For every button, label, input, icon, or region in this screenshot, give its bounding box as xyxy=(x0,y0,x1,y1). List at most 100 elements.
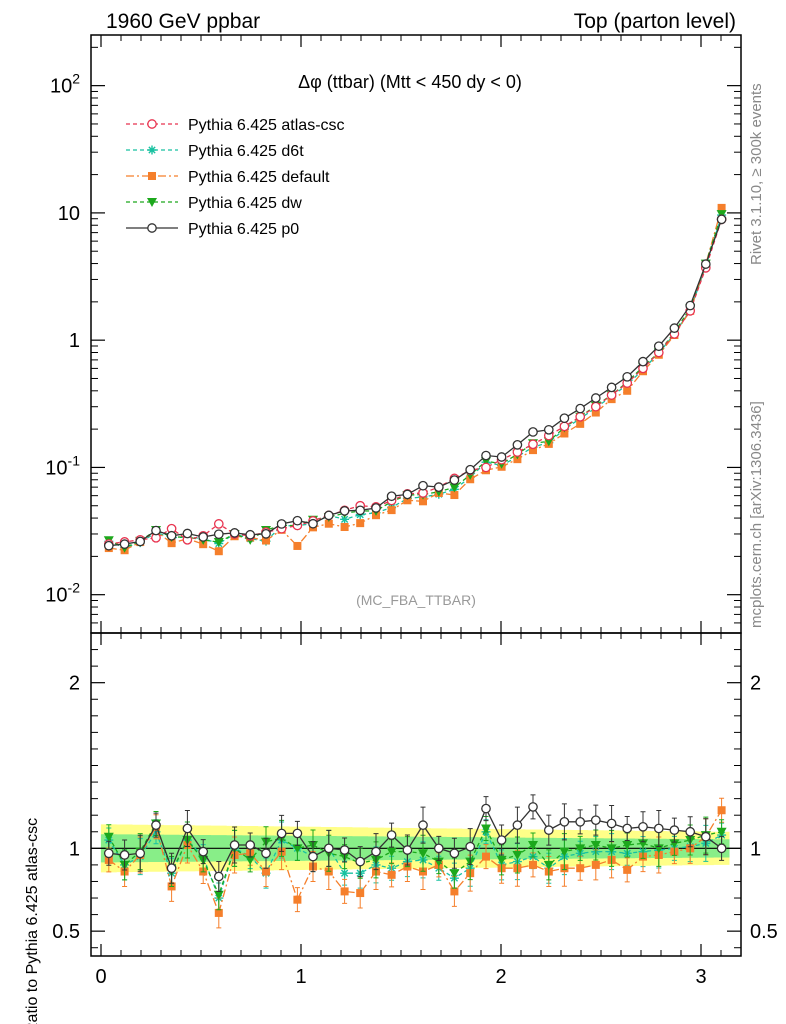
ratio-point-p0 xyxy=(700,831,711,842)
ratio-point-p0 xyxy=(449,848,460,859)
ratio-point-dw xyxy=(103,832,114,842)
main-line-d6t xyxy=(108,214,723,549)
ratio-point-dw xyxy=(606,844,617,854)
main-point-default xyxy=(324,519,333,528)
ratio-point-p0 xyxy=(433,843,444,854)
series-dw xyxy=(103,210,727,911)
ratio-tick-label-left: 0.5 xyxy=(52,921,80,943)
legend-label-dw: Pythia 6.425 dw xyxy=(188,195,302,212)
ratio-point-p0 xyxy=(308,851,318,862)
ratio-point-dw xyxy=(481,824,491,834)
legend-marker-d6t xyxy=(147,145,157,155)
legend-marker-default xyxy=(148,172,156,180)
ratio-tick-label-right: 1 xyxy=(750,838,761,860)
ratio-point-default xyxy=(293,895,302,904)
x-tick-label: 2 xyxy=(495,966,506,988)
ratio-point-dw xyxy=(245,855,256,865)
main-point-atlas-csc xyxy=(481,462,491,473)
main-point-atlas-csc xyxy=(590,401,601,412)
main-point-p0 xyxy=(229,528,240,538)
main-point-p0 xyxy=(590,393,601,403)
main-point-default xyxy=(529,446,537,455)
ratio-point-default xyxy=(214,908,223,917)
legend-marker-dw xyxy=(147,198,157,207)
ratio-point-p0 xyxy=(339,845,350,855)
ratio-point-p0 xyxy=(465,841,476,852)
main-point-p0 xyxy=(103,540,114,551)
ratio-point-p0 xyxy=(213,871,224,882)
source-label: mcplots.cern.ch [arXiv:1306.3436] xyxy=(748,401,765,628)
main-point-p0 xyxy=(638,356,648,367)
ratio-point-p0 xyxy=(119,850,130,860)
legend-label-default: Pythia 6.425 default xyxy=(188,169,330,186)
ratio-line-p0 xyxy=(108,805,722,878)
rivet-version-label: Rivet 3.1.10, ≥ 300k events xyxy=(748,83,765,265)
ratio-point-p0 xyxy=(166,863,177,874)
y-tick-label: 102 xyxy=(50,71,80,98)
main-point-default xyxy=(214,547,223,556)
ratio-point-p0 xyxy=(528,802,538,812)
main-point-p0 xyxy=(308,518,318,529)
ratio-tick-label-left: 1 xyxy=(69,838,80,860)
ratio-point-default xyxy=(529,860,537,869)
ratio-point-default xyxy=(717,806,726,815)
main-point-atlas-csc xyxy=(559,421,570,432)
analysis-watermark: (MC_FBA_TTBAR) xyxy=(356,592,476,608)
main-point-default xyxy=(560,429,569,438)
main-point-p0 xyxy=(292,515,303,526)
ratio-point-p0 xyxy=(151,820,161,830)
ratio-tick-label-right: 2 xyxy=(750,673,761,695)
ratio-point-p0 xyxy=(323,843,334,854)
series-d6t xyxy=(104,210,727,914)
ratio-line-d6t xyxy=(108,830,722,900)
ratio-y-axis-label: Ratio to Pythia 6.425 atlas-csc xyxy=(24,818,41,1024)
main-point-d6t xyxy=(340,514,350,524)
main-point-default xyxy=(167,539,176,548)
main-point-p0 xyxy=(528,427,538,437)
y-tick-label: 10-1 xyxy=(45,452,80,479)
ratio-point-dw xyxy=(528,841,538,851)
ratio-point-p0 xyxy=(559,816,570,827)
main-point-default xyxy=(419,497,427,506)
ratio-point-default xyxy=(387,870,396,879)
ratio-point-dw xyxy=(543,860,554,870)
ratio-point-p0 xyxy=(606,818,617,829)
main-point-p0 xyxy=(198,532,209,542)
ratio-point-default xyxy=(340,887,349,896)
main-point-p0 xyxy=(339,506,350,516)
ratio-point-p0 xyxy=(543,825,554,835)
main-point-p0 xyxy=(669,323,680,333)
main-point-p0 xyxy=(716,214,727,225)
ratio-point-p0 xyxy=(261,848,271,859)
main-point-atlas-csc xyxy=(575,411,586,422)
ratio-point-p0 xyxy=(575,816,586,827)
legend-label-p0: Pythia 6.425 p0 xyxy=(188,221,299,238)
y-tick-label: 10 xyxy=(58,203,80,225)
legend-label-d6t: Pythia 6.425 d6t xyxy=(188,143,304,160)
ratio-point-p0 xyxy=(103,848,114,859)
main-point-p0 xyxy=(481,450,491,461)
ratio-point-dw xyxy=(386,847,397,857)
x-tick-label: 3 xyxy=(695,966,706,988)
main-point-default xyxy=(623,386,632,395)
ratio-point-dw xyxy=(716,827,727,837)
ratio-point-p0 xyxy=(512,820,523,830)
main-point-p0 xyxy=(433,482,444,492)
legend-label-atlas-csc: Pythia 6.425 atlas-csc xyxy=(188,117,345,134)
main-point-p0 xyxy=(496,452,507,462)
ratio-panel-frame xyxy=(90,632,742,957)
main-line-p0 xyxy=(108,219,723,547)
main-point-atlas-csc xyxy=(213,519,224,529)
ratio-point-p0 xyxy=(135,848,146,859)
main-point-p0 xyxy=(575,403,586,414)
main-point-p0 xyxy=(685,300,696,311)
ratio-point-dw xyxy=(575,844,586,854)
y-tick-label: 10-2 xyxy=(45,580,80,607)
ratio-point-default xyxy=(576,864,585,873)
legend-item-atlas-csc: Pythia 6.425 atlas-csc xyxy=(126,117,345,134)
ratio-point-p0 xyxy=(590,815,601,826)
main-point-default xyxy=(403,496,412,505)
legend-item-p0: Pythia 6.425 p0 xyxy=(126,221,299,238)
ratio-point-dw xyxy=(622,841,633,851)
